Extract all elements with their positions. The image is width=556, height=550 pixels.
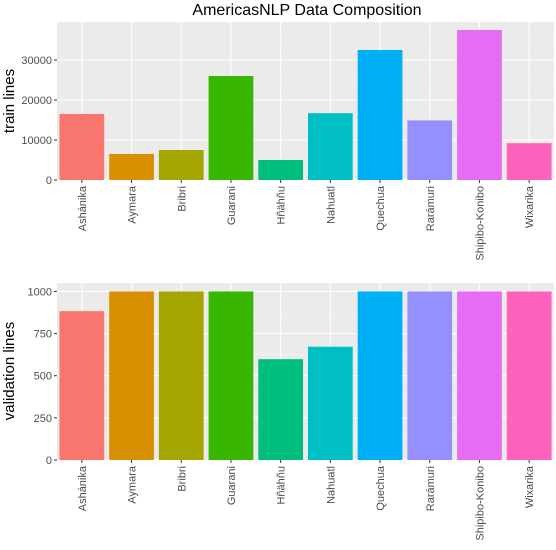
val-bar-wixarika <box>506 291 552 460</box>
chart-title: AmericasNLP Data Composition <box>192 2 421 19</box>
train-bar-wixarika <box>506 143 552 180</box>
train-y-tick-label: 0 <box>46 175 52 187</box>
train-category-label: Aymara <box>127 185 139 224</box>
validation-x-axis: Ashánika Aymara Bribri Guarani Hñähñu Nahuatl… <box>77 460 536 541</box>
train-bar-ash-nika <box>59 114 105 180</box>
train-bar-bribri <box>158 150 204 180</box>
train-y-axis: 0 10000 20000 30000 <box>21 55 57 187</box>
val-bar-ash-nika <box>59 311 105 460</box>
val-bar-h-h-u <box>258 359 304 460</box>
train-bar-guarani <box>208 76 254 180</box>
train-category-label: Shipibo-Konibo <box>474 186 486 261</box>
train-y-tick-label: 30000 <box>21 55 52 67</box>
val-category-label: Nahuatl <box>325 466 337 504</box>
val-y-tick-label: 0 <box>46 455 52 467</box>
val-category-label: Bribri <box>176 466 188 492</box>
val-category-label: Hñähñu <box>276 466 288 505</box>
train-category-label: Ashánika <box>77 185 89 231</box>
train-y-tick-label: 10000 <box>21 135 52 147</box>
train-bar-nahuatl <box>307 113 353 180</box>
train-category-label: Guarani <box>226 186 238 225</box>
train-bar-aymara <box>109 154 154 180</box>
train-category-label: Bribri <box>176 186 188 212</box>
validation-y-axis-title: validation lines <box>1 322 18 420</box>
train-chart: 0 10000 20000 30000 Ashánika Aymara Bribri Gua… <box>1 22 554 261</box>
train-y-tick-label: 20000 <box>21 95 52 107</box>
val-bar-guarani <box>208 291 254 460</box>
val-category-label: Rarámuri <box>425 466 437 511</box>
val-category-label: Ashánika <box>77 465 89 511</box>
val-category-label: Shipibo-Konibo <box>474 466 486 541</box>
train-category-label: Hñähñu <box>276 186 288 225</box>
val-y-tick-label: 250 <box>34 413 52 425</box>
val-y-tick-label: 750 <box>34 329 52 341</box>
train-category-label: Nahuatl <box>325 186 337 224</box>
train-bar-shipibo-konibo <box>457 30 502 180</box>
val-y-tick-label: 1000 <box>28 286 52 298</box>
train-bar-h-h-u <box>258 160 304 180</box>
validation-chart: 0 250 500 750 1000 Ashánika Aymara Bribri Guara… <box>1 283 554 541</box>
val-y-tick-label: 500 <box>34 371 52 383</box>
val-bar-nahuatl <box>307 346 353 460</box>
train-category-label: Quechua <box>375 185 387 231</box>
val-category-label: Guarani <box>226 466 238 505</box>
train-bar-rar-muri <box>407 120 453 180</box>
val-category-label: Quechua <box>375 465 387 511</box>
train-y-axis-title: train lines <box>1 69 18 133</box>
validation-y-axis: 0 250 500 750 1000 <box>28 286 57 467</box>
train-bar-quechua <box>357 50 403 180</box>
val-bar-shipibo-konibo <box>457 291 502 460</box>
train-bars <box>59 30 552 180</box>
val-bar-quechua <box>357 291 403 460</box>
train-x-axis: Ashánika Aymara Bribri Guarani Hñähñu Nahuatl… <box>77 180 536 261</box>
train-category-label: Wixarika <box>524 185 536 228</box>
val-bar-rar-muri <box>407 291 453 460</box>
val-category-label: Wixarika <box>524 465 536 508</box>
train-category-label: Rarámuri <box>425 186 437 231</box>
val-bar-aymara <box>109 291 154 460</box>
val-bar-bribri <box>158 291 204 460</box>
validation-bars <box>59 291 552 460</box>
val-category-label: Aymara <box>127 465 139 504</box>
